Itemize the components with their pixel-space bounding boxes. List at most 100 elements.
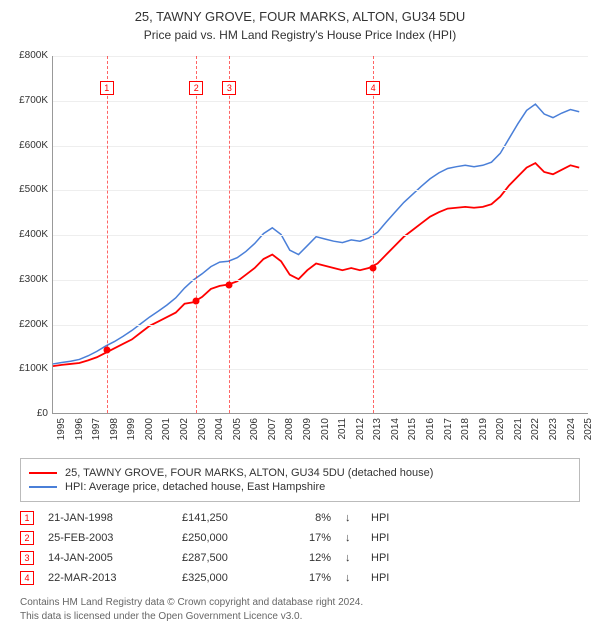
sale-marker-box: 2 [189,81,203,95]
y-axis-label: £700K [8,95,48,106]
gridline [53,101,588,102]
x-axis-label: 2001 [161,418,172,448]
footnote-line-1: Contains HM Land Registry data © Crown c… [20,596,580,610]
down-arrow-icon: ↓ [345,532,357,544]
sales-date: 14-JAN-2005 [48,552,168,564]
x-axis-label: 2004 [214,418,225,448]
sale-vline [107,56,108,413]
sales-marker: 2 [20,531,34,545]
x-axis-label: 2002 [179,418,190,448]
sale-marker-box: 1 [100,81,114,95]
x-axis-label: 1998 [109,418,120,448]
sales-price: £250,000 [182,532,272,544]
sales-pct: 17% [286,532,331,544]
chart-subtitle: Price paid vs. HM Land Registry's House … [4,28,596,42]
legend-item: HPI: Average price, detached house, East… [29,481,571,493]
y-axis-label: £400K [8,229,48,240]
sale-point [226,281,233,288]
sales-price: £325,000 [182,572,272,584]
x-axis-label: 2003 [197,418,208,448]
gridline [53,56,588,57]
sale-point [370,264,377,271]
x-axis-label: 2008 [284,418,295,448]
x-axis-label: 2019 [478,418,489,448]
down-arrow-icon: ↓ [345,552,357,564]
x-axis-label: 1999 [126,418,137,448]
gridline [53,190,588,191]
y-axis-label: £600K [8,140,48,151]
sales-ref: HPI [371,532,401,544]
gridline [53,280,588,281]
sale-vline [196,56,197,413]
chart-title: 25, TAWNY GROVE, FOUR MARKS, ALTON, GU34… [4,8,596,26]
y-axis-label: £200K [8,319,48,330]
sales-date: 22-MAR-2013 [48,572,168,584]
sale-vline [373,56,374,413]
sales-table: 1 21-JAN-1998 £141,250 8% ↓ HPI 2 25-FEB-2003 £2… [20,508,580,588]
x-axis-label: 2025 [583,418,594,448]
sales-date: 25-FEB-2003 [48,532,168,544]
sales-price: £141,250 [182,512,272,524]
x-axis-label: 2023 [548,418,559,448]
y-axis-label: £0 [8,408,48,419]
x-axis-label: 2005 [232,418,243,448]
sale-vline [229,56,230,413]
sales-row: 1 21-JAN-1998 £141,250 8% ↓ HPI [20,508,580,528]
sales-row: 2 25-FEB-2003 £250,000 17% ↓ HPI [20,528,580,548]
x-axis-label: 1995 [56,418,67,448]
series-line [53,163,579,366]
x-axis-label: 2024 [566,418,577,448]
x-axis-label: 2017 [443,418,454,448]
x-axis-label: 2016 [425,418,436,448]
x-axis-label: 2020 [495,418,506,448]
sales-ref: HPI [371,512,401,524]
sales-pct: 17% [286,572,331,584]
sales-pct: 12% [286,552,331,564]
x-axis-label: 2012 [355,418,366,448]
sales-pct: 8% [286,512,331,524]
sales-price: £287,500 [182,552,272,564]
x-axis-label: 2022 [530,418,541,448]
x-axis-label: 2000 [144,418,155,448]
sale-marker-box: 3 [222,81,236,95]
legend-box: 25, TAWNY GROVE, FOUR MARKS, ALTON, GU34… [20,458,580,502]
x-axis-label: 2006 [249,418,260,448]
down-arrow-icon: ↓ [345,572,357,584]
x-axis-label: 1997 [91,418,102,448]
sale-point [103,346,110,353]
y-axis-label: £100K [8,363,48,374]
sales-marker: 3 [20,551,34,565]
down-arrow-icon: ↓ [345,512,357,524]
sales-date: 21-JAN-1998 [48,512,168,524]
sales-row: 4 22-MAR-2013 £325,000 17% ↓ HPI [20,568,580,588]
x-axis-label: 2011 [337,418,348,448]
sales-row: 314-JAN-2005£287,50012%↓HPI [20,548,580,568]
y-axis-label: £500K [8,184,48,195]
x-axis-label: 2014 [390,418,401,448]
gridline [53,369,588,370]
gridline [53,325,588,326]
chart-area: 1 2 3 4 £0 £100K £200K £300K £400K £500K £600K £70… [6,48,594,448]
x-axis-label: 2021 [513,418,524,448]
plot-area: 1 2 3 4 [52,56,588,414]
x-axis-label: 2009 [302,418,313,448]
y-axis-label: £300K [8,274,48,285]
sale-point [193,298,200,305]
x-axis-label: 1996 [74,418,85,448]
sales-marker: 4 [20,571,34,585]
sale-marker-box: 4 [366,81,380,95]
sales-ref: HPI [371,572,401,584]
gridline [53,146,588,147]
footnote-line-2: This data is licensed under the Open Gov… [20,610,580,624]
legend-swatch [29,472,57,474]
x-axis-label: 2007 [267,418,278,448]
x-axis-label: 2010 [320,418,331,448]
legend-item: 25, TAWNY GROVE, FOUR MARKS, ALTON, GU34… [29,467,571,479]
sales-marker: 1 [20,511,34,525]
x-axis-label: 2018 [460,418,471,448]
legend-swatch [29,486,57,488]
x-axis-label: 2015 [407,418,418,448]
gridline [53,235,588,236]
legend-label: HPI: Average price, detached house, East… [65,481,325,493]
legend-label: 25, TAWNY GROVE, FOUR MARKS, ALTON, GU34… [65,467,433,479]
